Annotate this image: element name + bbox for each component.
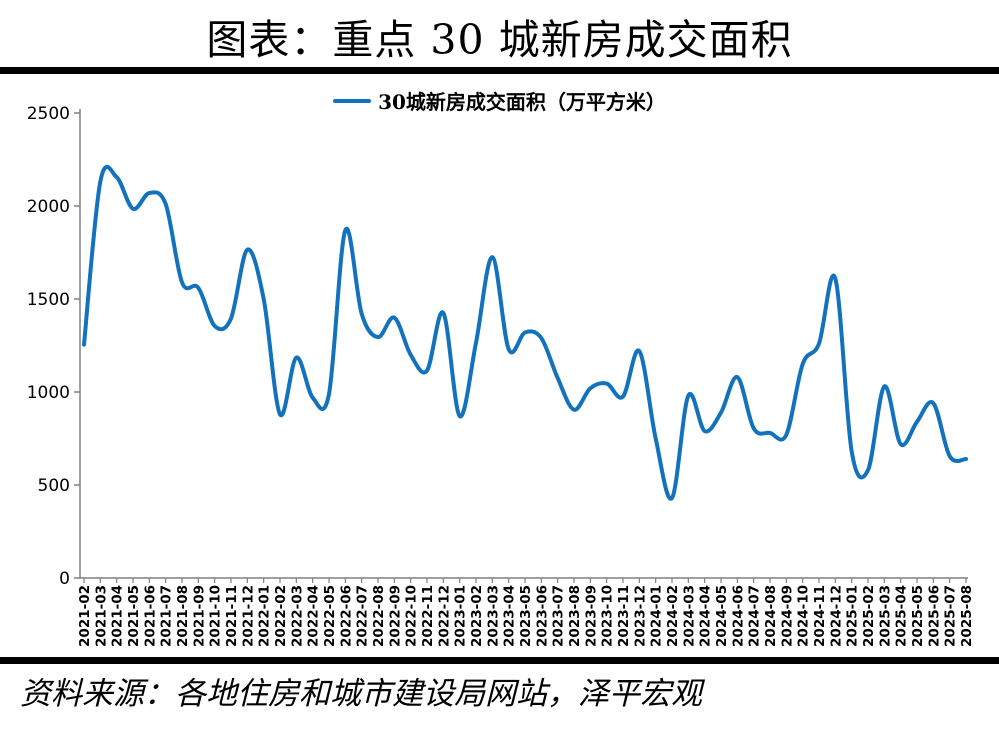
legend-line-swatch	[333, 98, 372, 103]
x-tick-label: 2022-09	[387, 585, 403, 647]
x-tick-label: 2024-06	[730, 585, 746, 647]
footer-divider-bar	[0, 657, 999, 664]
x-tick-label: 2022-10	[404, 585, 420, 647]
x-tick-label: 2021-02	[77, 585, 93, 647]
x-tick-label: 2025-07	[943, 585, 959, 647]
x-tick-label: 2021-10	[208, 585, 224, 647]
x-tick-label: 2024-02	[665, 585, 681, 647]
x-tick-label: 2024-07	[747, 585, 763, 647]
x-tick-label: 2024-08	[763, 585, 779, 647]
x-tick-label: 2025-01	[845, 585, 861, 647]
x-tick-label: 2022-05	[322, 585, 338, 647]
title-divider-bar	[0, 67, 999, 74]
x-tick-label: 2022-04	[306, 585, 322, 647]
y-tick-label: 2500	[27, 104, 70, 124]
chart-title: 图表：重点 30 城新房成交面积	[206, 16, 793, 64]
x-tick-label: 2022-01	[257, 585, 273, 647]
x-tick-label: 2024-01	[649, 585, 665, 647]
x-tick-label: 2024-12	[828, 585, 844, 647]
x-tick-label: 2021-11	[224, 585, 240, 647]
x-tick-label: 2022-02	[273, 585, 289, 647]
x-tick-label: 2024-09	[779, 585, 795, 647]
legend-label: 30城新房成交面积（万平方米）	[378, 90, 666, 114]
y-tick-label: 2000	[27, 197, 70, 217]
x-tick-label: 2021-08	[175, 585, 191, 647]
x-tick-label: 2023-06	[534, 585, 550, 647]
x-tick-label: 2022-11	[420, 585, 436, 647]
x-tick-label: 2024-05	[714, 585, 730, 647]
x-tick-label: 2025-08	[959, 585, 975, 647]
x-tick-label: 2021-06	[142, 585, 158, 647]
x-tick-label: 2023-02	[469, 585, 485, 647]
x-tick-label: 2022-03	[289, 585, 305, 647]
x-tick-label: 2023-10	[600, 585, 616, 647]
x-tick-label: 2023-09	[583, 585, 599, 647]
x-tick-label: 2021-05	[126, 585, 142, 647]
x-tick-label: 2022-06	[338, 585, 354, 647]
x-tick-label: 2023-11	[616, 585, 632, 647]
legend: 30城新房成交面积（万平方米）	[0, 86, 999, 115]
x-tick-label: 2023-01	[453, 585, 469, 647]
x-tick-label: 2023-07	[551, 585, 567, 647]
y-tick-label: 500	[38, 476, 70, 496]
source-note: 资料来源：各地住房和城市建设局网站，泽平宏观	[20, 676, 702, 712]
x-tick-label: 2021-03	[93, 585, 109, 647]
y-tick-label: 1500	[27, 290, 70, 310]
x-tick-label: 2021-07	[159, 585, 175, 647]
x-tick-label: 2025-04	[894, 585, 910, 647]
x-tick-label: 2023-08	[567, 585, 583, 647]
x-tick-label: 2025-03	[877, 585, 893, 647]
x-tick-label: 2021-09	[191, 585, 207, 647]
x-tick-label: 2021-12	[240, 585, 256, 647]
x-tick-label: 2023-04	[502, 585, 518, 647]
x-tick-label: 2023-03	[485, 585, 501, 647]
axes	[79, 109, 968, 579]
y-tick-label: 0	[59, 569, 70, 589]
x-tick-label: 2024-03	[681, 585, 697, 647]
x-tick-label: 2023-12	[632, 585, 648, 647]
x-tick-label: 2025-06	[926, 585, 942, 647]
x-tick-label: 2024-04	[698, 585, 714, 647]
x-tick-label: 2022-08	[371, 585, 387, 647]
x-tick-label: 2024-11	[812, 585, 828, 647]
x-tick-label: 2024-10	[796, 585, 812, 647]
series-line	[82, 164, 968, 501]
x-tick-label: 2022-07	[355, 585, 371, 647]
x-tick-label: 2021-04	[110, 585, 126, 647]
y-axis: 0 500 1000 1500 2000 2500	[27, 104, 80, 589]
x-tick-label: 2025-02	[861, 585, 877, 647]
x-tick-label: 2025-05	[910, 585, 926, 647]
x-tick-label: 2022-12	[436, 585, 452, 647]
x-tick-label: 2023-05	[518, 585, 534, 647]
y-tick-label: 1000	[27, 383, 70, 403]
x-axis: 2021-02 2021-03 2021-04 2021-05 2021-06 2021-…	[77, 578, 975, 647]
